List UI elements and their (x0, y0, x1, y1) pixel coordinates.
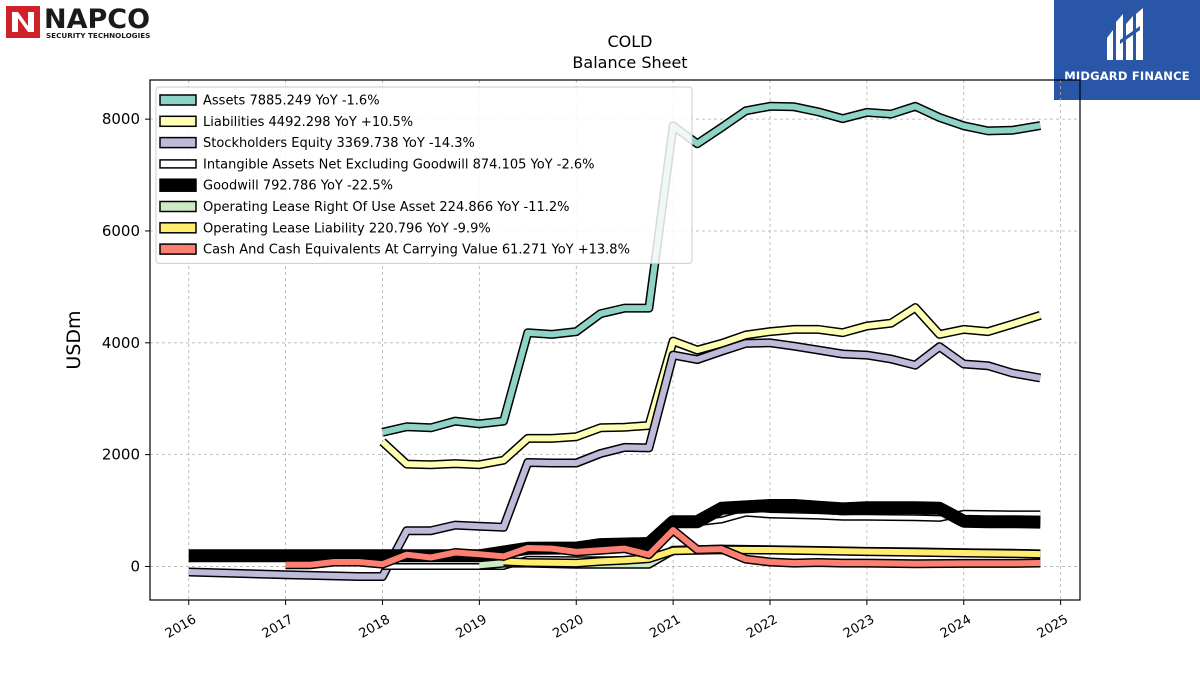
x-tick-label: 2016 (163, 612, 199, 642)
legend-swatch-operating-lease-liability (159, 222, 197, 234)
midgard-finance-name: MIDGARD FINANCE (1064, 69, 1190, 83)
legend-label-intangible-assets-net-excluding-goodwill: Intangible Assets Net Excluding Goodwill… (203, 157, 594, 172)
legend-label-goodwill: Goodwill 792.786 YoY -22.5% (203, 179, 393, 194)
legend-label-stockholders-equity: Stockholders Equity 3369.738 YoY -14.3% (203, 136, 475, 151)
x-tick-label: 2020 (550, 612, 586, 642)
legend-swatch-liabilities (159, 115, 197, 128)
y-tick-label: 0 (130, 557, 140, 575)
y-tick-label: 8000 (102, 110, 140, 128)
napco-logo-tagline: SECURITY TECHNOLOGIES (46, 31, 150, 40)
plot-frame (149, 79, 1081, 601)
legend-swatch-stockholders-equity (159, 136, 197, 149)
napco-logo-name: NAPCO (44, 4, 150, 35)
y-tick-label: 4000 (102, 334, 140, 352)
chart-title: COLD (608, 32, 653, 51)
series-layer (188, 101, 1042, 581)
y-tick-label: 6000 (102, 222, 140, 240)
legend-label-cash-and-cash-equivalents-at-carrying-value: Cash And Cash Equivalents At Carrying Va… (203, 243, 630, 258)
series-line-assets (381, 103, 1041, 436)
series-line-stockholders-equity (188, 339, 1041, 580)
y-tick-label: 2000 (102, 446, 140, 464)
x-tick-label: 2024 (938, 612, 974, 642)
legend-label-operating-lease-liability: Operating Lease Liability 220.796 YoY -9… (203, 221, 491, 236)
x-tick-label: 2017 (260, 612, 296, 642)
legend-label-operating-lease-right-of-use-asset: Operating Lease Right Of Use Asset 224.8… (203, 200, 570, 215)
midgard-finance-logo: MIDGARD FINANCE (1054, 0, 1200, 100)
legend-swatch-operating-lease-right-of-use-asset (159, 200, 197, 213)
x-tick-label: 2023 (841, 612, 877, 642)
legend-swatch-intangible-assets-net-excluding-goodwill (159, 159, 197, 169)
legend-swatch-goodwill (159, 178, 197, 192)
chart-subtitle: Balance Sheet (572, 53, 687, 72)
series-line-cash-and-cash-equivalents-at-carrying-value (285, 527, 1041, 568)
legend-box (155, 86, 693, 264)
x-tick-label: 2019 (454, 612, 490, 642)
legend-swatch-cash-and-cash-equivalents-at-carrying-value (159, 243, 197, 255)
x-tick-label: 2018 (357, 612, 393, 642)
x-tick-label: 2025 (1035, 612, 1071, 642)
x-tick-label: 2021 (647, 612, 683, 642)
series-line-liabilities (380, 304, 1042, 468)
legend-swatch-assets (159, 94, 197, 106)
legend-label-assets: Assets 7885.249 YoY -1.6% (203, 94, 380, 109)
napco-logo: NAPCO SECURITY TECHNOLOGIES (4, 2, 214, 42)
x-tick-label: 2022 (744, 612, 780, 642)
y-axis-label: USDm (63, 310, 85, 369)
legend-label-liabilities: Liabilities 4492.298 YoY +10.5% (203, 115, 413, 130)
chart-legend: Assets 7885.249 YoY -1.6% Liabilities 449… (155, 86, 693, 264)
